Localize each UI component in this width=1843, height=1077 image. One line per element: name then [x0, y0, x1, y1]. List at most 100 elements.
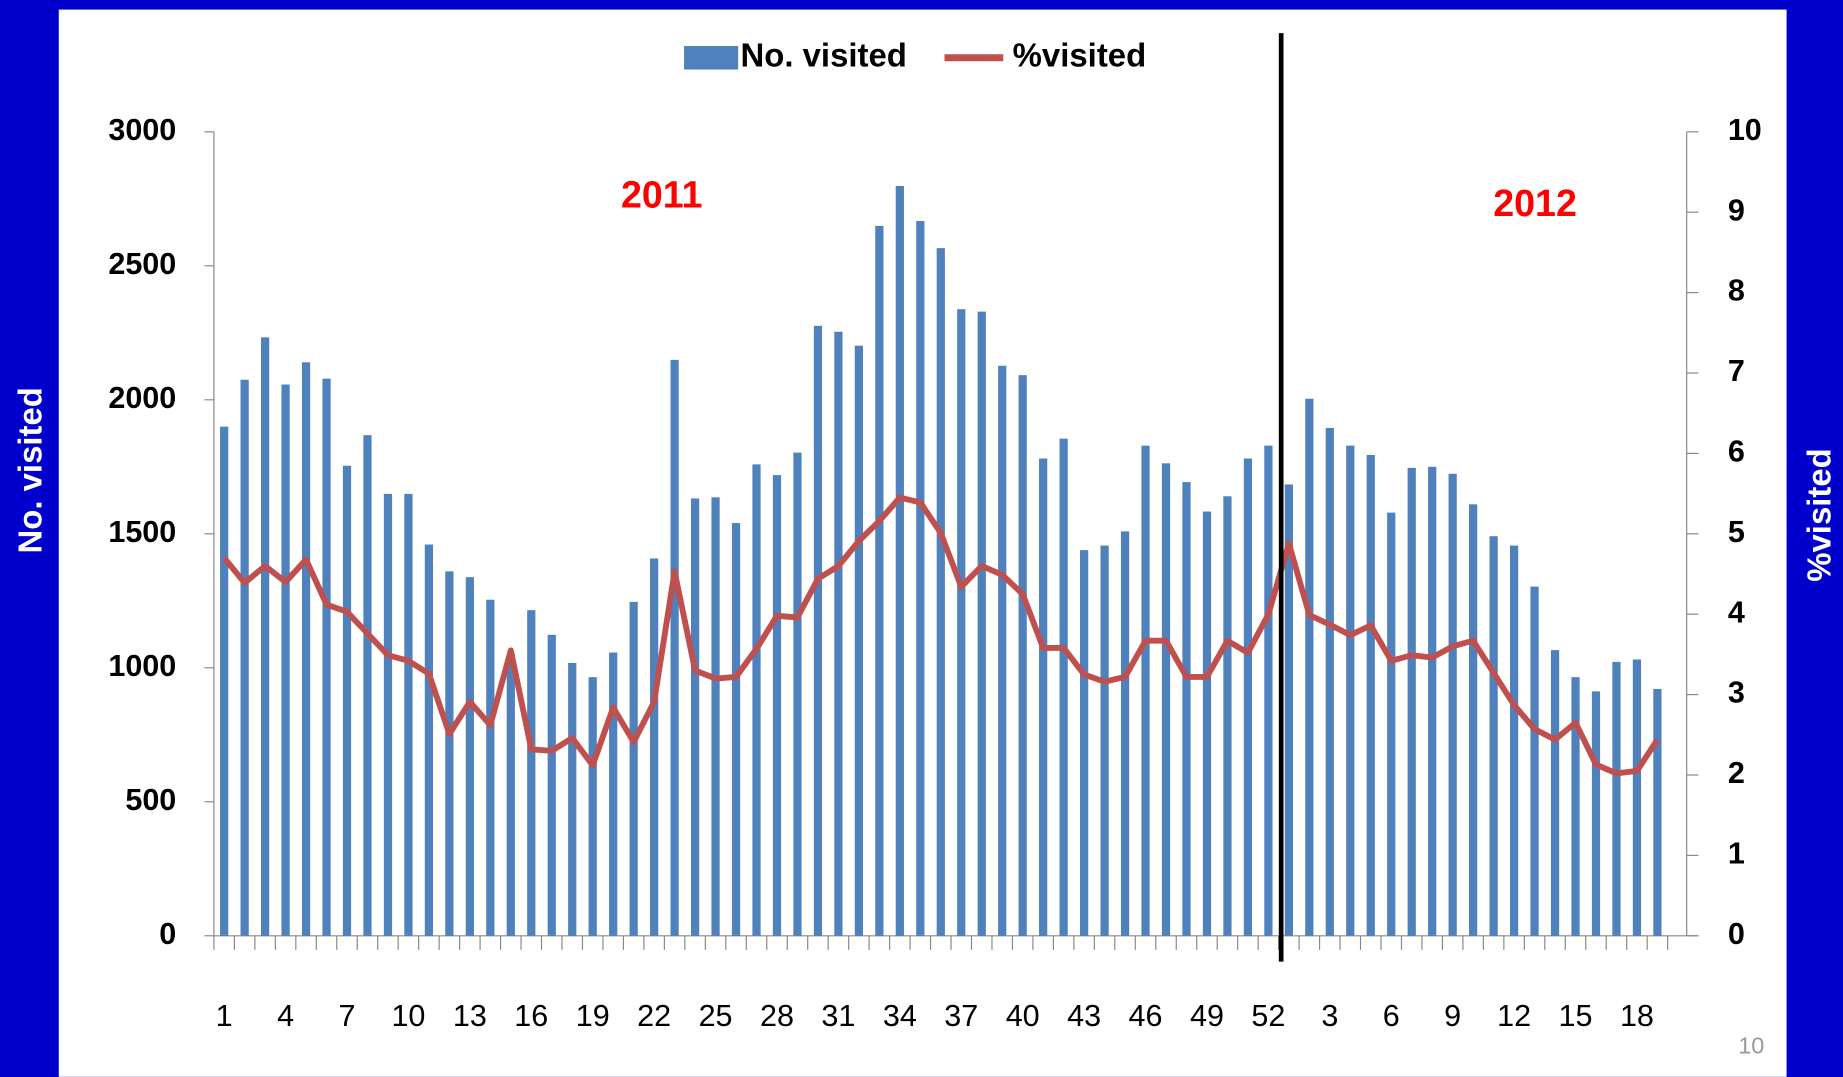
y-tick-label: 3000 — [108, 113, 176, 147]
bar — [1202, 511, 1212, 936]
bar — [1264, 445, 1273, 936]
annotation: 2011 — [621, 174, 703, 216]
x-tick-label: 40 — [1006, 999, 1040, 1033]
bar — [895, 185, 904, 936]
bar — [977, 311, 986, 936]
bar — [772, 475, 782, 936]
bar — [1243, 458, 1253, 936]
y2-tick-label: 5 — [1728, 515, 1745, 549]
bar — [1509, 545, 1519, 936]
bar — [260, 337, 270, 936]
x-tick-label: 7 — [339, 999, 356, 1033]
bar — [1284, 484, 1293, 936]
x-tick-label: 13 — [453, 999, 487, 1033]
bar — [1469, 504, 1478, 936]
bar — [1530, 586, 1539, 936]
y-tick-label: 500 — [125, 783, 176, 817]
bar — [1141, 445, 1150, 936]
bar — [711, 497, 720, 936]
bar — [1387, 512, 1396, 936]
bar — [1489, 536, 1498, 936]
bar — [445, 571, 454, 936]
bar — [1428, 466, 1437, 936]
y2-tick-label: 2 — [1728, 756, 1745, 790]
bar — [793, 452, 802, 936]
bar — [1059, 438, 1068, 936]
legend-label: %visited — [1013, 36, 1147, 73]
y2-tick-label: 8 — [1728, 274, 1745, 308]
bar — [1571, 677, 1580, 936]
bar — [1080, 550, 1089, 936]
bar — [875, 225, 884, 936]
bar — [547, 634, 556, 936]
x-tick-label: 15 — [1559, 999, 1593, 1033]
bar — [1018, 375, 1027, 936]
x-tick-label: 37 — [944, 999, 978, 1033]
bar — [1120, 531, 1130, 936]
bar — [957, 309, 966, 936]
y2-tick-label: 9 — [1728, 193, 1745, 227]
bar — [527, 610, 536, 936]
x-tick-label: 18 — [1620, 999, 1654, 1033]
bar — [506, 654, 515, 936]
bar — [998, 365, 1007, 936]
x-tick-label: 3 — [1321, 999, 1338, 1033]
bar — [568, 662, 577, 936]
bar — [916, 221, 925, 936]
x-tick-label: 10 — [391, 999, 425, 1033]
bar — [629, 601, 638, 936]
bar — [342, 465, 352, 936]
bar — [1591, 691, 1601, 936]
y2-tick-label: 4 — [1728, 595, 1745, 629]
y2-tick-label: 3 — [1728, 676, 1745, 710]
bar — [363, 435, 372, 936]
y-tick-label: 1500 — [108, 515, 176, 549]
x-tick-label: 9 — [1444, 999, 1461, 1033]
x-tick-label: 31 — [821, 999, 855, 1033]
y2-tick-label: 1 — [1728, 836, 1745, 870]
bar — [240, 379, 249, 936]
x-tick-label: 34 — [883, 999, 917, 1033]
x-tick-label: 46 — [1129, 999, 1163, 1033]
bar — [834, 331, 843, 936]
line — [221, 494, 1660, 777]
x-tick-label: 25 — [699, 999, 733, 1033]
y-tick-label: 2500 — [108, 247, 176, 281]
bar — [1039, 458, 1048, 936]
bar — [1161, 463, 1171, 936]
y2-tick-label: 0 — [1728, 917, 1745, 951]
bar — [854, 345, 864, 936]
bar — [1407, 467, 1416, 936]
bar — [731, 523, 741, 936]
y-axis-label: No. visited — [12, 387, 49, 553]
bar — [1100, 545, 1109, 936]
bar — [1653, 688, 1662, 936]
x-tick-label: 43 — [1067, 999, 1101, 1033]
x-tick-label: 12 — [1497, 999, 1531, 1033]
bar — [281, 384, 290, 936]
bar — [650, 558, 659, 936]
legend-label: No. visited — [740, 36, 906, 73]
bar — [1325, 427, 1334, 936]
y-tick-label: 0 — [159, 917, 176, 951]
x-tick-label: 4 — [277, 999, 294, 1033]
bar — [1632, 659, 1642, 936]
bar — [486, 599, 495, 936]
bar — [1448, 473, 1457, 936]
x-tick-label: 49 — [1190, 999, 1224, 1033]
bar — [1550, 650, 1560, 936]
x-tick-label: 22 — [637, 999, 671, 1033]
bar — [813, 325, 823, 936]
bar — [1223, 496, 1232, 936]
bar — [670, 359, 679, 936]
bar — [301, 362, 311, 936]
bar — [465, 577, 474, 936]
bar — [609, 652, 618, 936]
y-tick-label: 2000 — [108, 381, 176, 415]
annotation: 2012 — [1493, 182, 1577, 224]
y2-axis-label: %visited — [1801, 448, 1838, 582]
y-tick-label: 1000 — [108, 649, 176, 683]
bar — [1366, 455, 1375, 936]
y2-tick-label: 7 — [1728, 354, 1745, 388]
